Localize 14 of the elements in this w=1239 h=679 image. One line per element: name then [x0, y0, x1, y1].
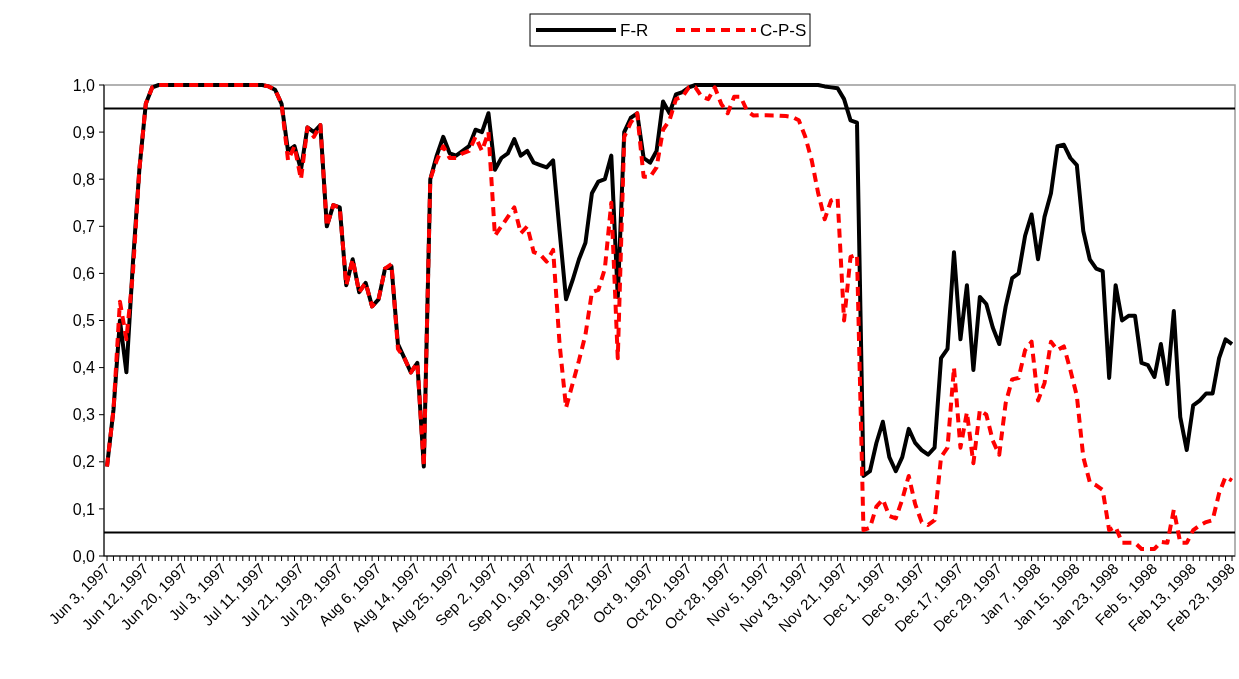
y-tick-label: 0,3: [72, 406, 96, 424]
y-tick-label: 0,4: [72, 359, 96, 377]
y-tick-label: 0,2: [72, 453, 96, 471]
y-tick-label: 0,7: [72, 217, 96, 235]
y-tick-label: 0,0: [72, 547, 96, 565]
line-series: [105, 83, 1234, 551]
y-tick-label: 1,0: [72, 76, 96, 94]
y-tick-label: 0,8: [72, 170, 96, 188]
legend-label: F-R: [620, 20, 649, 40]
y-tick-label: 0,9: [72, 123, 96, 141]
legend-label: C-P-S: [760, 20, 807, 40]
y-tick-label: 0,5: [72, 312, 96, 330]
y-tick-label: 0,1: [72, 500, 96, 518]
y-tick-label: 0,6: [72, 265, 96, 282]
